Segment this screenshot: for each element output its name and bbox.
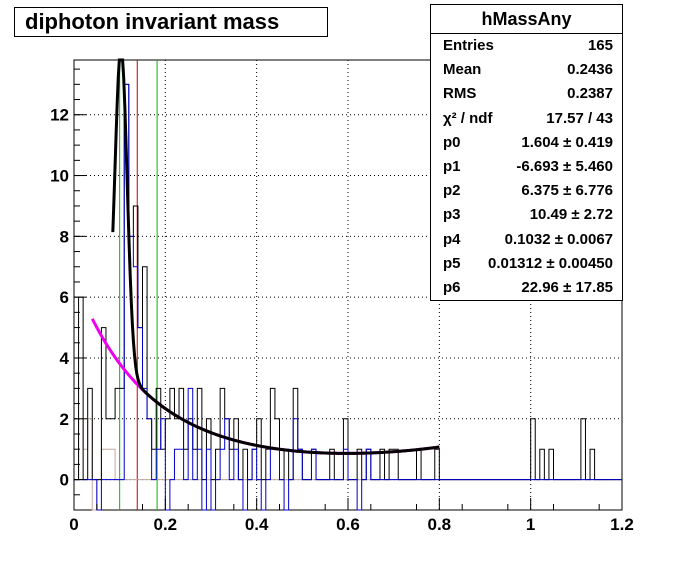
total-fit-curve bbox=[111, 58, 440, 455]
stats-row: p5 0.01312 ± 0.00450 bbox=[431, 252, 622, 276]
stats-row: p2 6.375 ± 6.776 bbox=[431, 179, 622, 203]
x-tick-label: 0.4 bbox=[245, 515, 269, 534]
stats-value: 1.604 ± 0.419 bbox=[521, 133, 613, 151]
stats-row: p3 10.49 ± 2.72 bbox=[431, 203, 622, 227]
stats-row: p0 1.604 ± 0.419 bbox=[431, 131, 622, 155]
background-fit-curve bbox=[90, 318, 440, 455]
stats-label: p5 bbox=[443, 254, 461, 272]
histograms bbox=[74, 83, 622, 511]
y-tick-label: 2 bbox=[60, 410, 69, 429]
x-tick-label: 0.8 bbox=[428, 515, 452, 534]
stats-value: 6.375 ± 6.776 bbox=[521, 182, 613, 200]
x-tick-label: 0.2 bbox=[154, 515, 178, 534]
stats-label: p2 bbox=[443, 182, 461, 200]
chart-title: diphoton invariant mass bbox=[14, 7, 328, 37]
stats-row: χ² / ndf 17.57 / 43 bbox=[431, 107, 622, 131]
stats-label: Entries bbox=[443, 37, 494, 54]
y-tick-label: 10 bbox=[50, 167, 69, 186]
stats-label: p4 bbox=[443, 230, 461, 248]
x-tick-label: 1.2 bbox=[610, 515, 634, 534]
y-tick-label: 6 bbox=[60, 288, 69, 307]
stats-row: Entries 165 bbox=[431, 34, 622, 58]
x-tick-label: 0.6 bbox=[336, 515, 360, 534]
stats-value: -6.693 ± 5.460 bbox=[516, 157, 613, 175]
axes: 0 0.2 0.4 0.6 0.8 1 1.2 0 2 4 6 8 10 12 bbox=[50, 68, 634, 534]
stats-value: 0.01312 ± 0.00450 bbox=[487, 254, 613, 272]
stats-value: 0.2436 bbox=[567, 61, 613, 79]
y-tick-label: 12 bbox=[50, 106, 69, 125]
stats-label: RMS bbox=[443, 85, 477, 103]
stats-label: p1 bbox=[443, 157, 461, 175]
stats-value: 10.49 ± 2.72 bbox=[529, 206, 613, 224]
fit-curves bbox=[90, 58, 440, 455]
y-tick-label: 4 bbox=[60, 349, 70, 368]
marker-lines bbox=[119, 60, 158, 510]
stats-label: p6 bbox=[443, 278, 461, 296]
stats-row: p1 -6.693 ± 5.460 bbox=[431, 155, 622, 179]
stats-value: 0.2387 bbox=[567, 85, 613, 103]
stats-row: p6 22.96 ± 17.85 bbox=[431, 276, 622, 300]
stats-value: 22.96 ± 17.85 bbox=[521, 278, 613, 296]
stats-box: hMassAny Entries 165 Mean 0.2436 RMS 0.2387… bbox=[430, 4, 623, 301]
y-tick-label: 0 bbox=[60, 471, 69, 490]
histogram-blue bbox=[74, 83, 622, 511]
stats-value: 165 bbox=[587, 37, 613, 54]
stats-row: p4 0.1032 ± 0.0067 bbox=[431, 228, 622, 252]
stats-value: 0.1032 ± 0.0067 bbox=[504, 230, 613, 248]
stats-label: p3 bbox=[443, 206, 461, 224]
stats-label: p0 bbox=[443, 133, 461, 151]
stats-row: RMS 0.2387 bbox=[431, 82, 622, 106]
x-tick-label: 1 bbox=[526, 515, 535, 534]
x-tick-label: 0 bbox=[69, 515, 78, 534]
stats-label: Mean bbox=[443, 61, 482, 79]
stats-row: Mean 0.2436 bbox=[431, 58, 622, 82]
stats-label: χ² / ndf bbox=[443, 109, 493, 127]
y-tick-label: 8 bbox=[60, 227, 69, 246]
stats-title: hMassAny bbox=[431, 5, 622, 34]
stats-value: 17.57 / 43 bbox=[546, 109, 613, 127]
